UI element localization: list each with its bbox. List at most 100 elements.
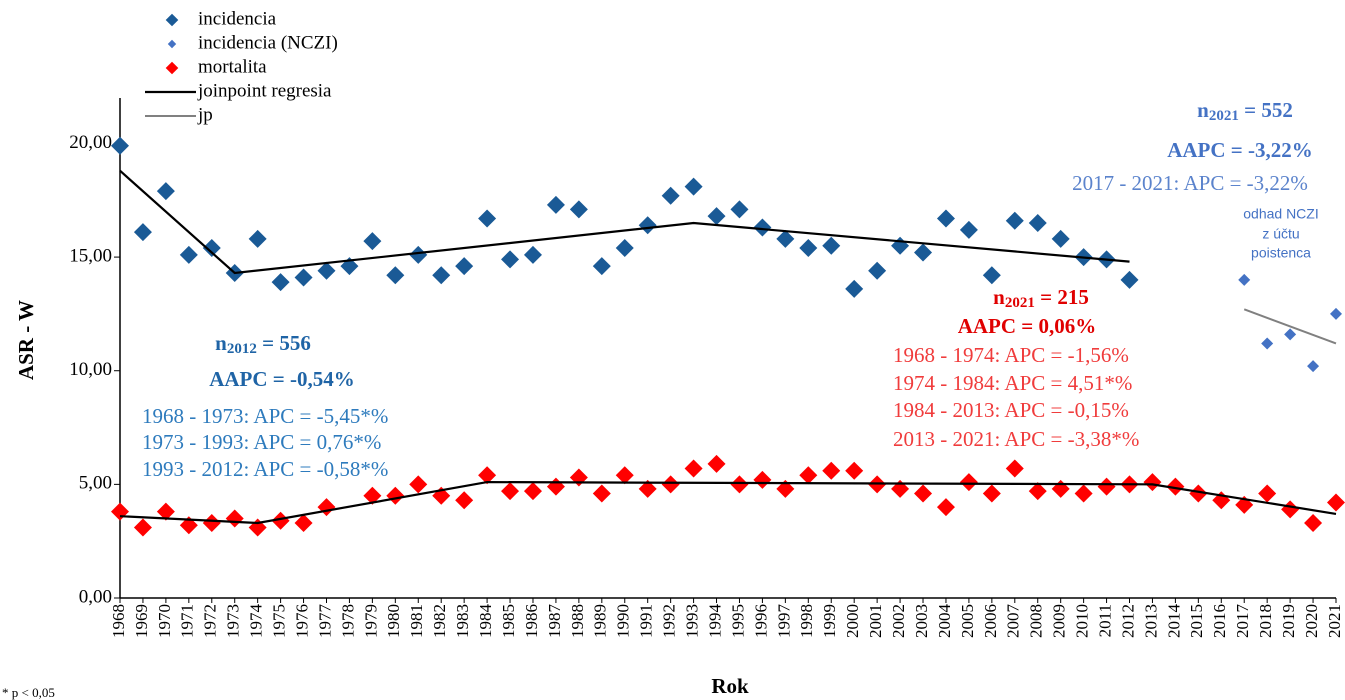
data-point xyxy=(753,218,772,237)
data-point xyxy=(707,207,726,226)
annotation: n2021 = 552 xyxy=(1197,98,1293,125)
data-point xyxy=(891,236,910,255)
data-point xyxy=(982,484,1001,503)
x-tick-label: 2012 xyxy=(1118,604,1137,638)
data-point xyxy=(799,466,818,485)
x-tick-label: 2000 xyxy=(843,604,862,638)
data-point xyxy=(1261,337,1274,350)
x-tick-label: 1972 xyxy=(201,604,220,638)
trend-line xyxy=(119,480,1337,525)
x-tick-label: 2011 xyxy=(1095,604,1114,637)
data-point xyxy=(1189,484,1208,503)
data-point xyxy=(661,475,680,494)
x-tick-label: 1970 xyxy=(155,604,174,638)
x-tick-label: 1969 xyxy=(132,604,151,638)
x-tick-label: 1990 xyxy=(614,604,633,638)
x-axis-label: Rok xyxy=(711,674,749,698)
data-point xyxy=(409,475,428,494)
data-point xyxy=(294,268,313,287)
data-point xyxy=(799,239,818,257)
data-point xyxy=(133,223,152,242)
x-tick-label: 2010 xyxy=(1073,604,1092,638)
data-point xyxy=(546,195,565,214)
x-tick-label: 1989 xyxy=(591,604,610,638)
data-point xyxy=(1284,328,1297,341)
data-point xyxy=(546,477,565,496)
annotation: z účtu xyxy=(1262,226,1299,242)
x-tick-label: 2016 xyxy=(1210,604,1229,638)
data-point xyxy=(776,229,795,248)
x-tick-label: 1999 xyxy=(820,604,839,638)
annotation: 1968 - 1974: APC = -1,56% xyxy=(893,343,1129,367)
annotation-part: = 215 xyxy=(1035,285,1089,309)
annotation-subscript: 2021 xyxy=(1209,108,1239,124)
x-tick-label: 1985 xyxy=(499,604,518,638)
data-point xyxy=(1327,493,1345,512)
data-point xyxy=(409,245,428,264)
data-point xyxy=(753,470,772,489)
x-tick-label: 2021 xyxy=(1325,604,1344,638)
y-tick-label: 10,00 xyxy=(69,359,112,380)
data-point xyxy=(478,209,497,228)
annotation-subscript: 2012 xyxy=(227,341,257,357)
annotation: n2021 = 215 xyxy=(993,285,1089,312)
data-point xyxy=(1238,273,1251,286)
data-point xyxy=(523,245,542,264)
x-tick-label: 2009 xyxy=(1050,604,1069,638)
data-point xyxy=(615,239,634,257)
data-point xyxy=(202,239,221,257)
data-point xyxy=(1120,270,1139,289)
y-tick-label: 15,00 xyxy=(69,245,112,266)
x-tick-label: 1998 xyxy=(797,604,816,638)
legend-marker xyxy=(167,39,177,49)
data-point xyxy=(317,498,336,517)
data-point xyxy=(822,461,841,480)
data-point xyxy=(730,200,749,219)
data-point xyxy=(156,502,175,521)
legend-label: jp xyxy=(197,104,213,125)
data-point xyxy=(455,257,474,276)
footnote: * p < 0,05 xyxy=(2,685,55,700)
x-tick-label: 1978 xyxy=(338,604,357,638)
x-tick-label: 2006 xyxy=(981,604,1000,638)
data-point xyxy=(730,475,749,494)
data-point xyxy=(501,250,520,269)
x-tick-label: 1994 xyxy=(705,604,724,639)
data-point xyxy=(592,257,611,276)
x-tick-label: 2008 xyxy=(1027,604,1046,638)
data-point xyxy=(133,518,152,537)
x-tick-label: 1991 xyxy=(637,604,656,638)
data-point xyxy=(1307,360,1320,373)
data-point xyxy=(363,486,382,505)
annotation: 2013 - 2021: APC = -3,38*% xyxy=(893,427,1139,451)
y-tick-label: 0,00 xyxy=(79,586,112,607)
data-point xyxy=(1005,211,1024,230)
data-point xyxy=(684,459,703,478)
y-tick-label: 20,00 xyxy=(69,132,112,153)
data-point xyxy=(432,266,451,285)
data-point xyxy=(569,200,588,219)
data-point xyxy=(111,136,129,155)
legend-label: incidencia (NCZI) xyxy=(198,32,338,53)
legend-label: mortalita xyxy=(198,56,267,77)
data-point xyxy=(271,511,290,530)
x-tick-label: 2002 xyxy=(889,604,908,638)
data-point xyxy=(592,484,611,503)
x-tick-label: 2001 xyxy=(866,604,885,638)
data-point xyxy=(386,486,405,505)
annotation-part: n xyxy=(993,285,1005,309)
data-point xyxy=(845,461,864,480)
annotation: 1968 - 1973: APC = -5,45*% xyxy=(142,404,388,428)
data-point xyxy=(1097,477,1116,496)
x-tick-label: 1974 xyxy=(247,604,266,639)
data-point xyxy=(271,273,290,292)
x-tick-label: 1977 xyxy=(315,604,334,639)
x-tick-label: 1986 xyxy=(522,604,541,638)
annotation-part: n xyxy=(1197,98,1209,122)
x-tick-label: 1968 xyxy=(109,604,128,638)
x-tick-label: 2003 xyxy=(912,604,931,638)
data-point xyxy=(1143,473,1162,492)
x-tick-label: 2017 xyxy=(1233,604,1252,639)
data-point xyxy=(936,498,955,517)
